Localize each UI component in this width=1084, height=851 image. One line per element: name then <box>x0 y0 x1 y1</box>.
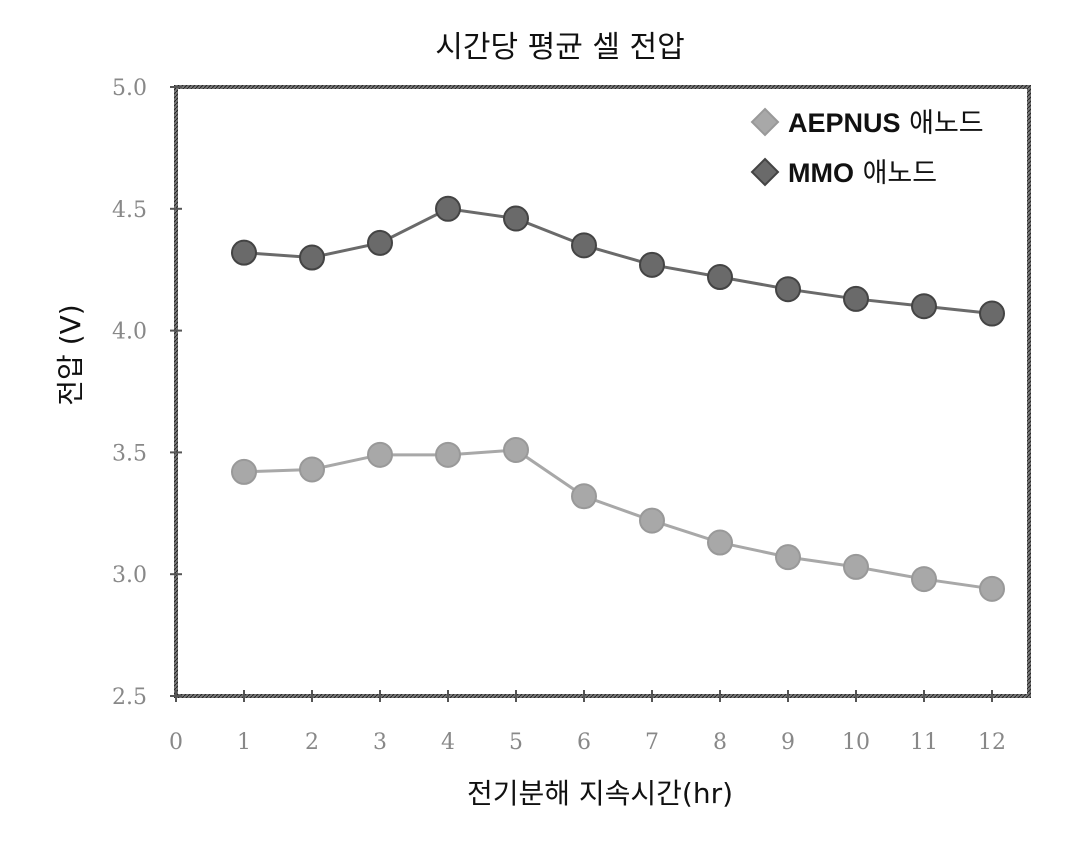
x-tick-label: 6 <box>577 730 591 755</box>
legend-entry-aepnus: AEPNUS 애노드 <box>750 107 984 139</box>
series-layer <box>231 195 1005 602</box>
legend-entry-mmo: MMO 애노드 <box>750 157 937 189</box>
legend-series-name-aepnus: AEPNUS <box>788 108 901 138</box>
y-tick-label: 3.5 <box>112 441 147 466</box>
data-point-mmo <box>911 293 937 320</box>
data-point-aepnus <box>775 544 801 571</box>
x-tick-label: 5 <box>509 730 523 755</box>
series-line-mmo <box>243 207 993 316</box>
data-point-aepnus <box>299 456 325 483</box>
legend-marker-mmo <box>750 157 780 187</box>
y-tick-label: 2.5 <box>112 685 147 710</box>
y-tick-label: 5.0 <box>112 76 147 101</box>
data-point-aepnus <box>843 553 869 580</box>
x-tick-label: 2 <box>305 730 319 755</box>
data-point-mmo <box>503 205 529 232</box>
legend-series-suffix-aepnus: 애노드 <box>901 108 984 139</box>
data-point-mmo <box>367 229 393 256</box>
x-tick-label: 8 <box>713 730 727 755</box>
legend-label-mmo: MMO 애노드 <box>788 158 937 189</box>
y-tick-label: 3.0 <box>112 563 147 588</box>
x-tick-label: 7 <box>645 730 659 755</box>
legend-label-aepnus: AEPNUS 애노드 <box>788 108 984 139</box>
y-axis-label: 전압 (V) <box>54 304 87 405</box>
data-point-mmo <box>639 251 665 278</box>
data-point-aepnus <box>503 436 529 463</box>
legend-series-name-mmo: MMO <box>788 158 854 188</box>
x-tick-label: 0 <box>169 730 183 755</box>
data-point-mmo <box>435 195 461 222</box>
data-point-aepnus <box>979 575 1005 602</box>
legend-marker-aepnus <box>750 107 780 137</box>
x-tick-label: 10 <box>842 730 870 755</box>
data-point-aepnus <box>639 507 665 534</box>
legend: AEPNUS 애노드 MMO 애노드 <box>750 107 984 189</box>
data-point-mmo <box>571 232 597 259</box>
data-point-aepnus <box>911 566 937 593</box>
x-tick-label: 3 <box>373 730 387 755</box>
y-axis-ticks: 2.5 3.0 3.5 4.0 4.5 5.0 <box>112 76 182 710</box>
data-point-mmo <box>979 300 1005 327</box>
x-tick-label: 11 <box>910 730 938 755</box>
plot-frame <box>174 85 1031 698</box>
data-point-aepnus <box>367 441 393 468</box>
data-point-aepnus <box>231 458 257 485</box>
x-tick-label: 9 <box>781 730 795 755</box>
x-axis-label: 전기분해 지속시간(hr) <box>467 777 733 810</box>
y-tick-label: 4.0 <box>112 320 147 345</box>
data-point-mmo <box>231 239 257 266</box>
chart-title: 시간당 평균 셀 전압 <box>435 30 684 65</box>
x-axis-ticks: 0 1 2 3 4 5 6 7 8 9 10 11 12 <box>169 690 1006 755</box>
data-point-mmo <box>775 276 801 303</box>
data-point-aepnus <box>571 483 597 510</box>
legend-series-suffix-mmo: 애노드 <box>854 158 937 189</box>
x-tick-label: 1 <box>237 730 251 755</box>
data-point-mmo <box>299 244 325 271</box>
data-point-aepnus <box>707 529 733 556</box>
data-point-mmo <box>843 285 869 312</box>
x-tick-label: 12 <box>978 730 1006 755</box>
data-point-mmo <box>707 264 733 291</box>
data-point-aepnus <box>435 441 461 468</box>
y-tick-label: 4.5 <box>112 198 147 223</box>
series-line-aepnus <box>243 448 993 591</box>
x-tick-label: 4 <box>441 730 455 755</box>
